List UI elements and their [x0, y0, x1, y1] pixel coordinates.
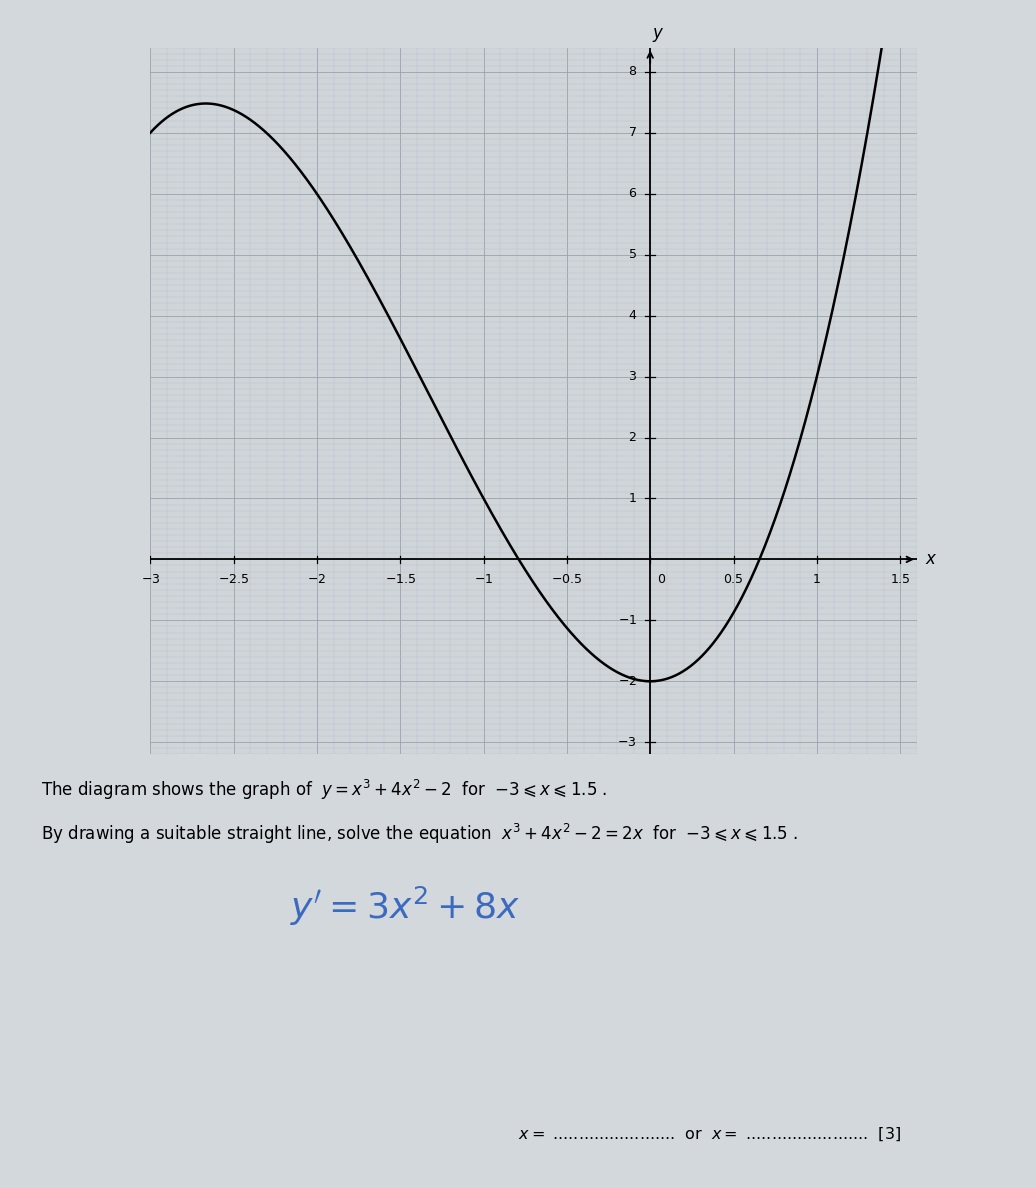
Text: $y$: $y$ — [653, 26, 665, 44]
Text: $2$: $2$ — [628, 431, 637, 444]
Text: $1.5$: $1.5$ — [890, 573, 911, 586]
Text: $-0.5$: $-0.5$ — [551, 573, 582, 586]
Text: $-1.5$: $-1.5$ — [384, 573, 415, 586]
Text: $3$: $3$ — [628, 371, 637, 383]
Text: $-3$: $-3$ — [141, 573, 160, 586]
Text: $0$: $0$ — [657, 573, 666, 586]
Text: $4$: $4$ — [628, 309, 637, 322]
Text: $-1$: $-1$ — [473, 573, 493, 586]
Text: The diagram shows the graph of  $y = x^3 + 4x^2 - 2$  for  $-3 \leqslant x \leqs: The diagram shows the graph of $y = x^3 … — [41, 778, 608, 802]
Text: $-3$: $-3$ — [617, 735, 637, 748]
Text: $0.5$: $0.5$ — [723, 573, 744, 586]
Text: $y' = 3x^2+8x$: $y' = 3x^2+8x$ — [290, 885, 520, 928]
Text: $8$: $8$ — [628, 65, 637, 78]
Text: $7$: $7$ — [628, 126, 637, 139]
Text: $-2$: $-2$ — [308, 573, 326, 586]
Text: $x$: $x$ — [925, 550, 938, 568]
Text: $x = $ ........................  or  $x = $ ........................  [3]: $x = $ ........................ or $x = … — [518, 1125, 901, 1143]
Text: By drawing a suitable straight line, solve the equation  $x^3 + 4x^2 - 2 = 2x$  : By drawing a suitable straight line, sol… — [41, 822, 799, 846]
Text: $6$: $6$ — [628, 188, 637, 201]
Text: $1$: $1$ — [628, 492, 637, 505]
Text: $-1$: $-1$ — [617, 614, 637, 627]
Text: $-2.5$: $-2.5$ — [218, 573, 250, 586]
Text: $5$: $5$ — [628, 248, 637, 261]
Text: $1$: $1$ — [812, 573, 822, 586]
Text: $-2$: $-2$ — [617, 675, 637, 688]
